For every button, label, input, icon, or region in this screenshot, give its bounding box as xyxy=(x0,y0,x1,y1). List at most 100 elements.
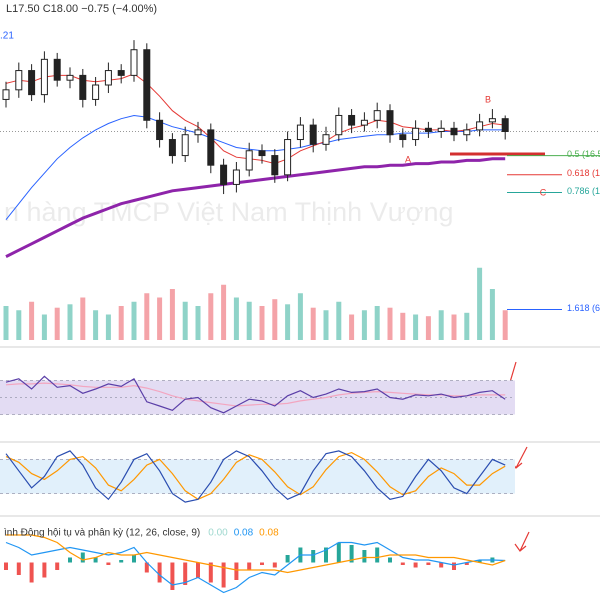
indicator-line xyxy=(5,375,506,414)
candle-body xyxy=(207,129,215,166)
volume-bar xyxy=(451,314,457,340)
candle-body xyxy=(40,58,48,96)
volume-bar xyxy=(208,293,214,340)
candle-body xyxy=(79,74,87,100)
indicator-line xyxy=(5,382,506,407)
histogram-bar xyxy=(196,562,200,578)
volume-bar xyxy=(259,306,265,340)
candle-body xyxy=(476,121,484,131)
volume-bar xyxy=(323,310,329,340)
indicator-line xyxy=(5,450,506,503)
histogram-bar xyxy=(132,555,136,563)
annotation: A xyxy=(405,154,411,164)
moving-average xyxy=(5,73,506,165)
readout: 0.00 xyxy=(208,528,228,539)
fib-label: 0.618 (15 xyxy=(567,168,600,178)
volume-bar xyxy=(438,310,444,340)
candle-body xyxy=(412,127,420,141)
candle-body xyxy=(399,134,407,141)
histogram-bar xyxy=(375,547,380,563)
histogram-bar xyxy=(157,562,162,583)
volume-bar xyxy=(413,314,419,340)
candle-body xyxy=(220,164,228,185)
histogram-bar xyxy=(388,557,392,563)
candle-body xyxy=(143,49,151,121)
fib-label: 0.5 (16.5 xyxy=(567,149,600,159)
arrow xyxy=(514,531,530,552)
candle-body xyxy=(194,129,202,136)
volume-bar xyxy=(54,307,60,340)
band xyxy=(0,459,515,494)
candle-body xyxy=(271,155,279,176)
histogram-bar xyxy=(426,562,431,565)
volume-bar xyxy=(80,297,86,340)
histogram-bar xyxy=(106,562,111,565)
fib-label: 0.786 (14 xyxy=(567,186,600,196)
candle-body xyxy=(437,127,445,133)
volume-bar xyxy=(246,301,252,340)
histogram-bar xyxy=(29,562,34,583)
histogram-bar xyxy=(119,560,124,563)
candle-body xyxy=(322,134,330,145)
histogram-bar xyxy=(183,562,188,585)
histogram-bar xyxy=(349,545,354,563)
volume-bar xyxy=(182,301,188,340)
candle-body xyxy=(284,139,292,176)
candle-body xyxy=(92,84,100,100)
candle-body xyxy=(66,74,74,81)
histogram-bar xyxy=(55,562,60,570)
histogram-bar xyxy=(260,562,264,565)
candle-body xyxy=(245,150,253,171)
volume-bar xyxy=(489,289,495,340)
candle-body xyxy=(15,70,23,91)
candle-body xyxy=(168,139,176,157)
histogram-bar xyxy=(413,562,418,568)
header: L17.50 C18.00 −0.75 (−4.00%) xyxy=(6,3,157,15)
histogram-bar xyxy=(324,547,328,563)
histogram-bar xyxy=(80,552,85,563)
candle-body xyxy=(156,119,164,141)
histogram-bar xyxy=(247,562,252,570)
fib-label: 1.618 (6. xyxy=(567,303,600,313)
volume-bar xyxy=(195,306,201,340)
histogram-bar xyxy=(362,550,367,563)
volume-bar xyxy=(93,310,99,340)
volume-bar xyxy=(105,314,111,340)
volume-bar xyxy=(285,304,291,340)
candle-body xyxy=(335,114,343,136)
histogram-bar xyxy=(477,560,482,563)
candle-body xyxy=(348,114,356,126)
volume-bar xyxy=(374,306,380,340)
candle-body xyxy=(373,110,381,121)
candle-body xyxy=(258,150,266,157)
candle-body xyxy=(104,70,112,86)
edge-label: .21 xyxy=(0,31,14,42)
histogram-bar xyxy=(16,562,21,575)
volume-bar xyxy=(502,310,508,340)
histogram-bar xyxy=(336,542,341,563)
histogram-bar xyxy=(464,562,469,565)
histogram-bar xyxy=(439,562,444,568)
volume-bar xyxy=(144,293,150,340)
candle-body xyxy=(181,134,189,157)
candle-body xyxy=(488,118,496,123)
volume-bar xyxy=(464,312,470,340)
histogram-bar xyxy=(170,562,175,590)
candle-body xyxy=(130,49,138,76)
volume-bar xyxy=(131,301,137,340)
histogram-bar xyxy=(68,557,72,563)
volume-bar xyxy=(29,301,35,340)
indicator-line xyxy=(6,534,506,574)
histogram-bar xyxy=(452,562,456,570)
candle-body xyxy=(28,70,36,96)
volume-bar xyxy=(310,307,316,340)
histogram-bar xyxy=(400,562,405,565)
candle-body xyxy=(232,169,240,185)
histogram-bar xyxy=(4,562,8,570)
indicator-line xyxy=(5,451,506,500)
volume-bar xyxy=(157,297,163,340)
candle-body xyxy=(450,127,458,136)
indicator-title: ình Động hội tụ và phân kỳ (12, 26, clos… xyxy=(4,528,200,539)
candle-body xyxy=(463,129,471,136)
readout: 0.08 xyxy=(234,528,254,539)
